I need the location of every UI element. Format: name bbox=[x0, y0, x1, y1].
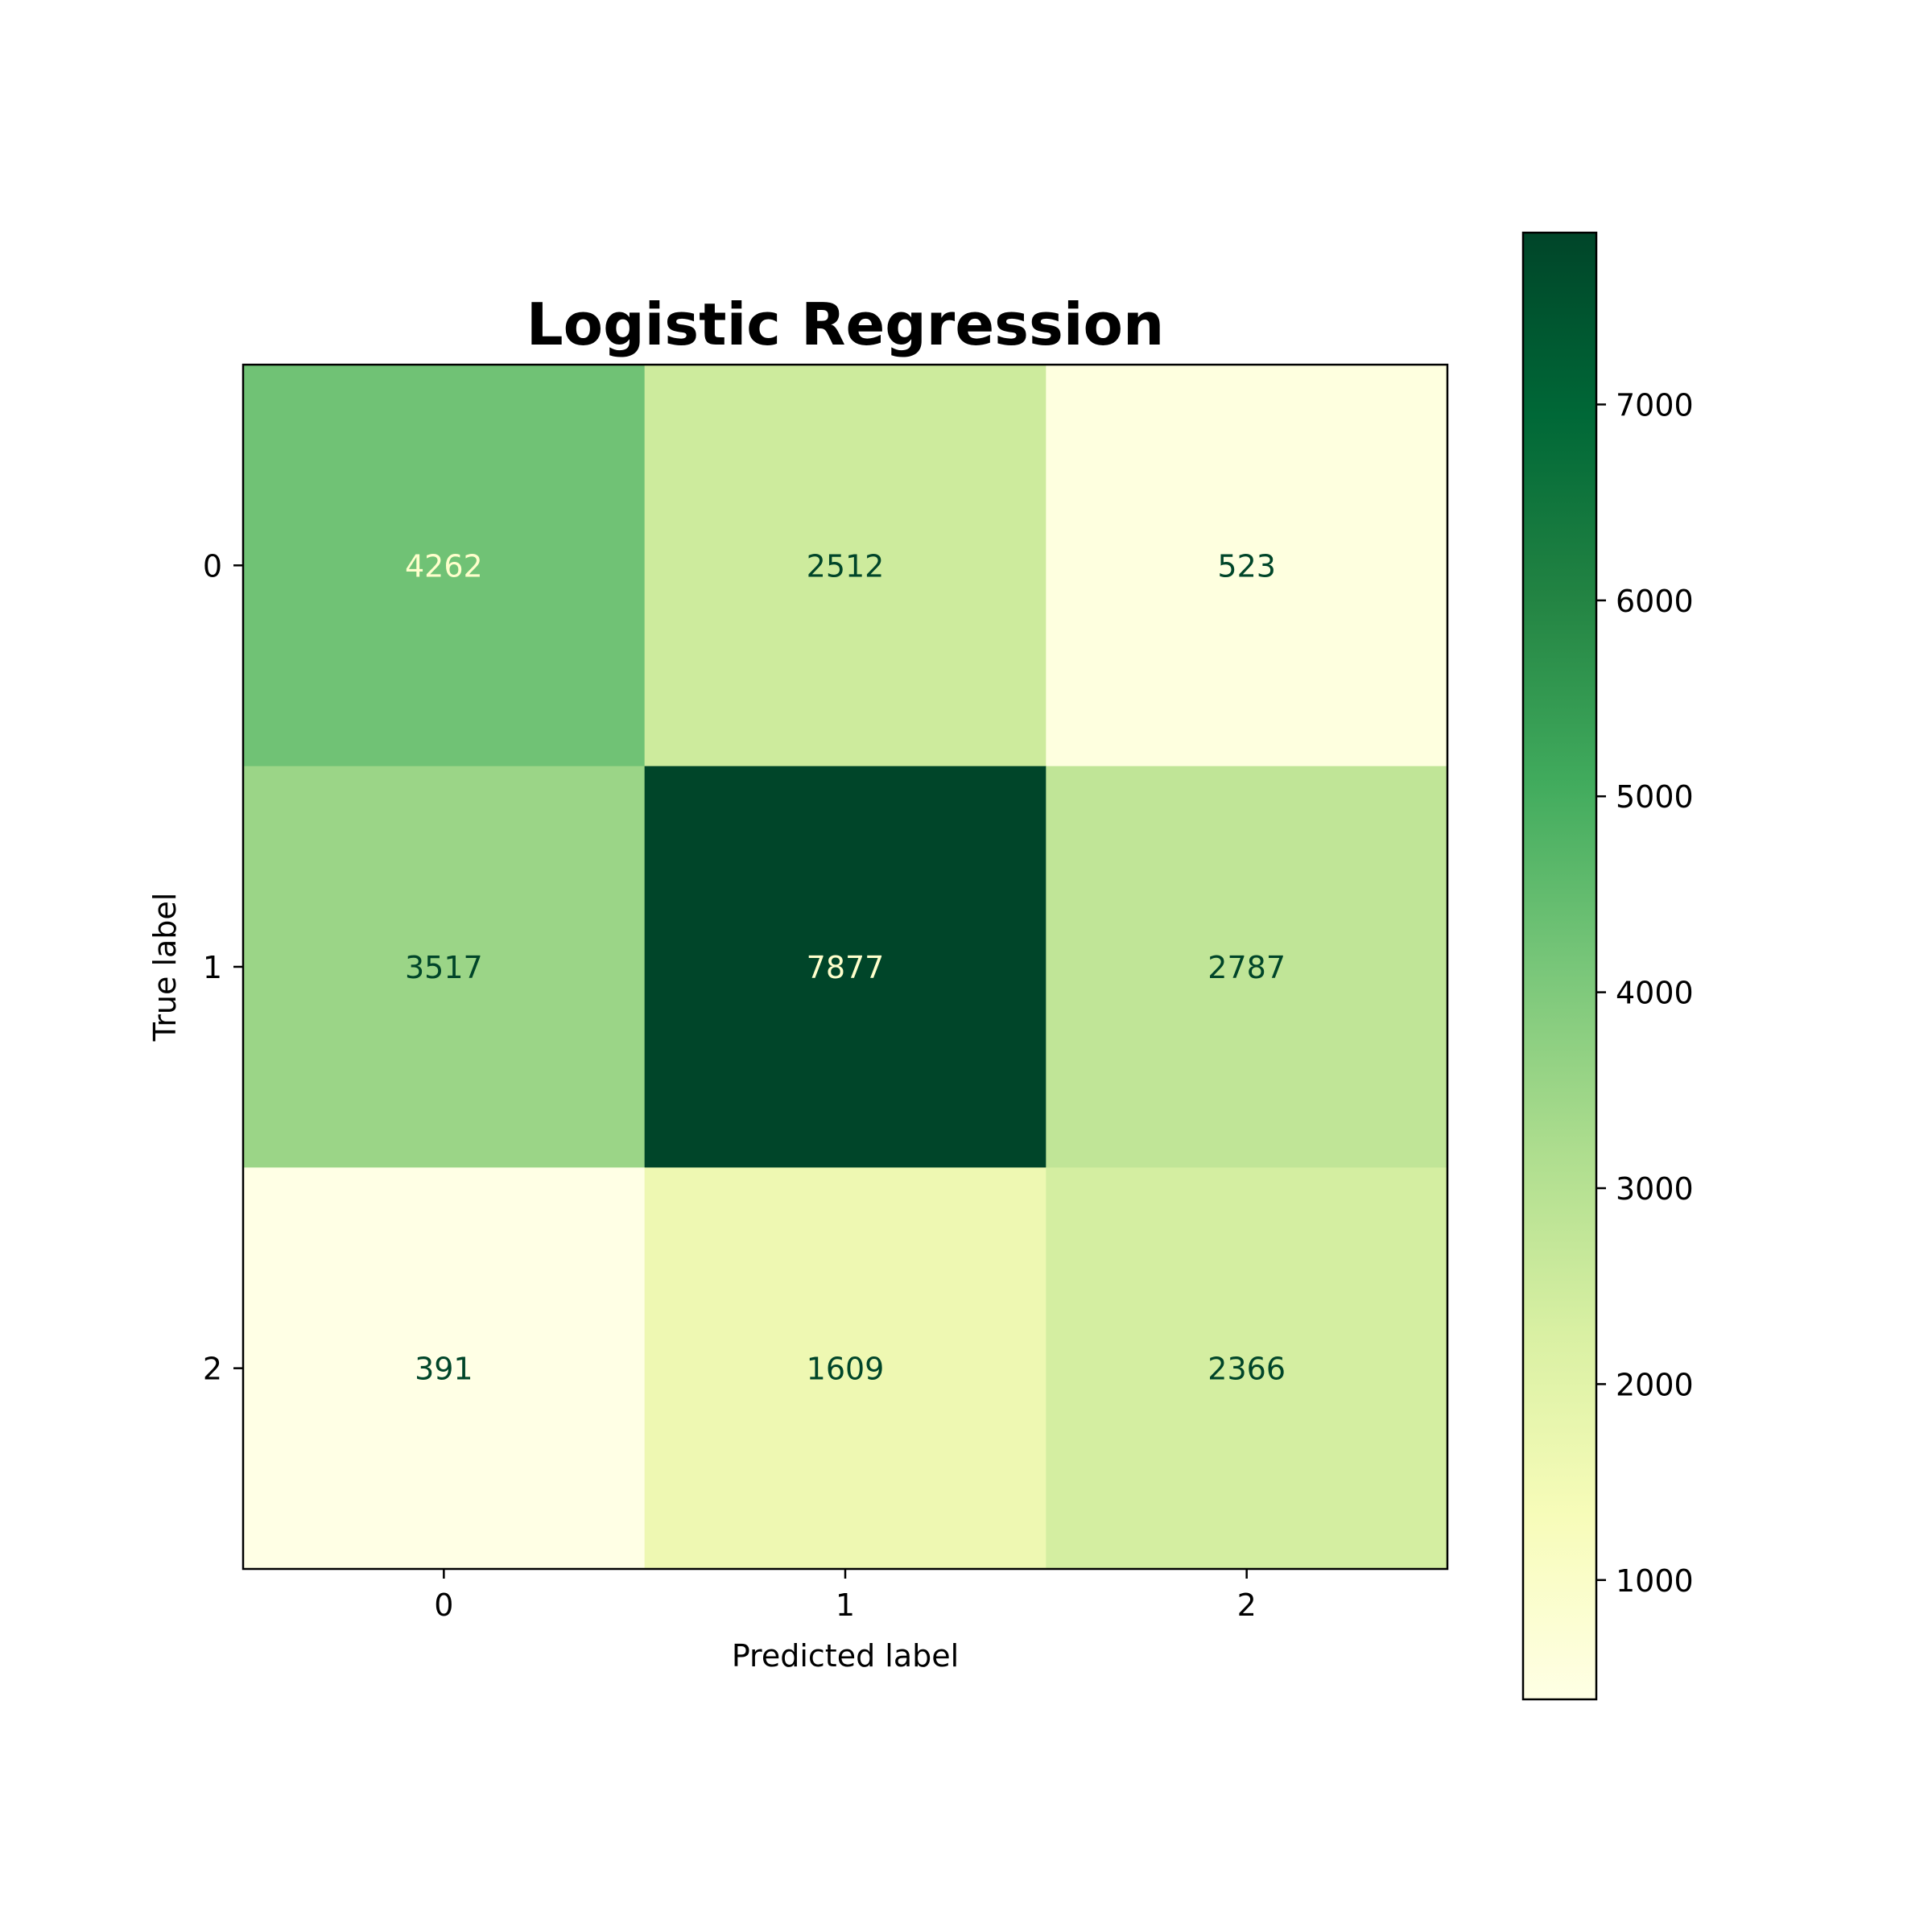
y-tick-label: 0 bbox=[203, 548, 222, 584]
heatmap-cell-2-1 bbox=[644, 1167, 1046, 1570]
x-tick-label: 1 bbox=[836, 1587, 855, 1623]
cell-value-0-2: 523 bbox=[1217, 548, 1276, 584]
y-tick-label: 2 bbox=[203, 1352, 222, 1387]
heatmap-cell-0-1 bbox=[644, 365, 1046, 767]
chart-title: Logistic Regression bbox=[526, 291, 1165, 358]
y-axis-ticks: 0 1 2 bbox=[203, 548, 243, 1387]
heatmap-cell-0-2 bbox=[1046, 365, 1448, 767]
x-tick-label: 0 bbox=[434, 1587, 453, 1623]
colorbar-tick-label: 2000 bbox=[1616, 1367, 1694, 1402]
heatmap-cell-labels: 4262 2512 523 3517 7877 2787 391 1609 2366 bbox=[405, 548, 1286, 1386]
heatmap-cells bbox=[243, 365, 1448, 1570]
colorbar-tick-label: 4000 bbox=[1616, 976, 1694, 1011]
y-tick-label: 1 bbox=[203, 950, 222, 985]
cell-value-2-0: 391 bbox=[415, 1352, 473, 1387]
cell-value-1-2: 2787 bbox=[1208, 950, 1286, 985]
colorbar: 1000 2000 3000 4000 5000 6000 7000 bbox=[1521, 231, 1694, 1701]
heatmap-cell-1-2 bbox=[1046, 766, 1448, 1168]
colorbar-tick-label: 5000 bbox=[1616, 779, 1694, 815]
heatmap-cell-2-2 bbox=[1046, 1167, 1448, 1570]
colorbar-tick-label: 3000 bbox=[1616, 1171, 1694, 1207]
heatmap-cell-1-1 bbox=[644, 766, 1046, 1168]
cell-value-1-0: 3517 bbox=[405, 950, 483, 985]
heatmap-cell-1-0 bbox=[243, 766, 646, 1168]
colorbar-gradient bbox=[1521, 231, 1598, 1701]
heatmap-cell-2-0 bbox=[243, 1167, 646, 1570]
x-tick-label: 2 bbox=[1237, 1587, 1257, 1623]
cell-value-2-2: 2366 bbox=[1208, 1352, 1286, 1387]
cell-value-0-1: 2512 bbox=[807, 548, 885, 584]
cell-value-1-1: 7877 bbox=[807, 950, 885, 985]
cell-value-0-0: 4262 bbox=[405, 548, 483, 584]
x-axis-ticks: 0 1 2 bbox=[434, 1569, 1257, 1623]
colorbar-ticks: 1000 2000 3000 4000 5000 6000 7000 bbox=[1596, 387, 1694, 1599]
x-axis-label: Predicted label bbox=[732, 1638, 959, 1674]
colorbar-tick-label: 6000 bbox=[1616, 584, 1694, 619]
cell-value-2-1: 1609 bbox=[807, 1352, 885, 1387]
y-axis-label: True label bbox=[147, 893, 183, 1042]
colorbar-tick-label: 1000 bbox=[1616, 1563, 1694, 1599]
heatmap-cell-0-0 bbox=[243, 365, 646, 767]
colorbar-tick-label: 7000 bbox=[1616, 387, 1694, 423]
